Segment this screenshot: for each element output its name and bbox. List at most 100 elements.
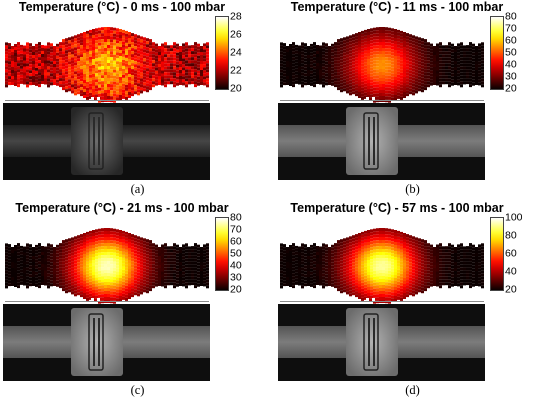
heatmap-cell [355, 270, 358, 274]
heatmap-cell [65, 74, 68, 78]
heatmap-cell [98, 279, 101, 283]
colorbar-tick-label: 80 [505, 10, 517, 23]
heatmap-cell [367, 251, 370, 254]
heatmap-cell [478, 271, 481, 275]
heatmap-cell [448, 54, 451, 58]
heatmap-cell [409, 265, 412, 269]
heatmap-cell [206, 273, 209, 277]
heatmap-cell [304, 274, 307, 278]
heatmap-cell [62, 39, 65, 43]
heatmap-cell [74, 239, 77, 243]
heatmap-cell [373, 66, 376, 70]
heatmap-cell [26, 255, 29, 259]
heatmap-cell [35, 247, 38, 251]
heatmap-cell [119, 41, 122, 44]
heatmap-cell [104, 42, 107, 45]
heatmap-cell [107, 294, 110, 297]
heatmap-cell [95, 82, 98, 86]
heatmap-cell [280, 264, 283, 268]
heatmap-cell [310, 244, 313, 248]
heatmap-cell [59, 252, 62, 256]
heatmap-cell [134, 88, 137, 92]
heatmap-cell [200, 271, 203, 274]
heatmap-cell [77, 40, 80, 44]
heatmap-cell [406, 255, 409, 259]
heatmap-cell [116, 52, 119, 56]
heatmap-cell [20, 248, 23, 252]
heatmap-cell [179, 247, 182, 250]
heatmap-cell [334, 78, 337, 82]
heatmap-cell [122, 86, 125, 90]
heatmap-cell [116, 295, 119, 299]
heatmap-cell [98, 267, 101, 271]
heatmap-cell [442, 273, 445, 277]
heatmap-cell [385, 87, 388, 91]
heatmap-cell [8, 247, 11, 251]
heatmap-cell [107, 48, 110, 51]
heatmap-cell [149, 267, 152, 271]
heatmap-cell [23, 255, 26, 259]
heatmap-cell [460, 261, 463, 265]
heatmap-cell [74, 287, 77, 291]
heatmap-cell [403, 86, 406, 89]
heatmap-cell [86, 90, 89, 94]
heatmap-cell [152, 48, 155, 52]
heatmap-cell [98, 45, 101, 49]
heatmap-cell [65, 281, 68, 285]
heatmap-cell [179, 274, 182, 277]
heatmap-cell [361, 51, 364, 55]
heatmap-cell [158, 253, 161, 256]
heatmap-cell [98, 228, 101, 232]
heatmap-cell [194, 261, 197, 265]
heatmap-cell [92, 80, 95, 83]
heatmap-cell [364, 290, 367, 294]
heatmap-cell [319, 252, 322, 256]
heatmap-cell [152, 54, 155, 58]
heatmap-cell [116, 262, 119, 266]
heatmap-cell [149, 45, 152, 49]
heatmap-cell [361, 270, 364, 274]
heatmap-cell [128, 293, 131, 296]
heatmap-cell [379, 231, 382, 234]
heatmap-cell [286, 268, 289, 271]
heatmap-cell [292, 246, 295, 250]
heatmap-cell [430, 271, 433, 275]
colorbar-ticks: 20 22 24 26 28 [230, 11, 260, 94]
heatmap-cell [388, 264, 391, 268]
heatmap-cell [394, 53, 397, 56]
heatmap-cell [412, 236, 415, 240]
heatmap-cell [50, 64, 53, 68]
heatmap-cell [454, 67, 457, 70]
heatmap-cell [74, 254, 77, 258]
heatmap-cell [391, 40, 394, 44]
heatmap-cell [379, 66, 382, 69]
heatmap-cell [116, 232, 119, 236]
heatmap-cell [346, 54, 349, 58]
heatmap-cell [83, 32, 86, 35]
heatmap-cell [8, 268, 11, 272]
heatmap-cell [388, 279, 391, 283]
heatmap-cell [421, 275, 424, 279]
heatmap-cell [197, 244, 200, 248]
heatmap-cell [173, 273, 176, 277]
heatmap-cell [457, 55, 460, 59]
heatmap-cell [325, 73, 328, 77]
heatmap-cell [194, 42, 197, 46]
heatmap-cell [379, 291, 382, 294]
heatmap-cell [86, 75, 89, 79]
heatmap-cell [280, 285, 283, 289]
heatmap-cell [8, 280, 11, 284]
heatmap-cell [203, 271, 206, 275]
heatmap-cell [364, 29, 367, 33]
heatmap-cell [478, 49, 481, 53]
heatmap-cell [409, 286, 412, 290]
heatmap-cell [304, 256, 307, 260]
heatmap-cell [364, 269, 367, 273]
heatmap-cell [301, 81, 304, 85]
heatmap-cell [406, 273, 409, 277]
heatmap-cell [113, 99, 116, 103]
heatmap-cell [86, 54, 89, 58]
heatmap-cell [322, 243, 325, 247]
heatmap-cell [313, 45, 316, 49]
heatmap-cell [370, 52, 373, 56]
